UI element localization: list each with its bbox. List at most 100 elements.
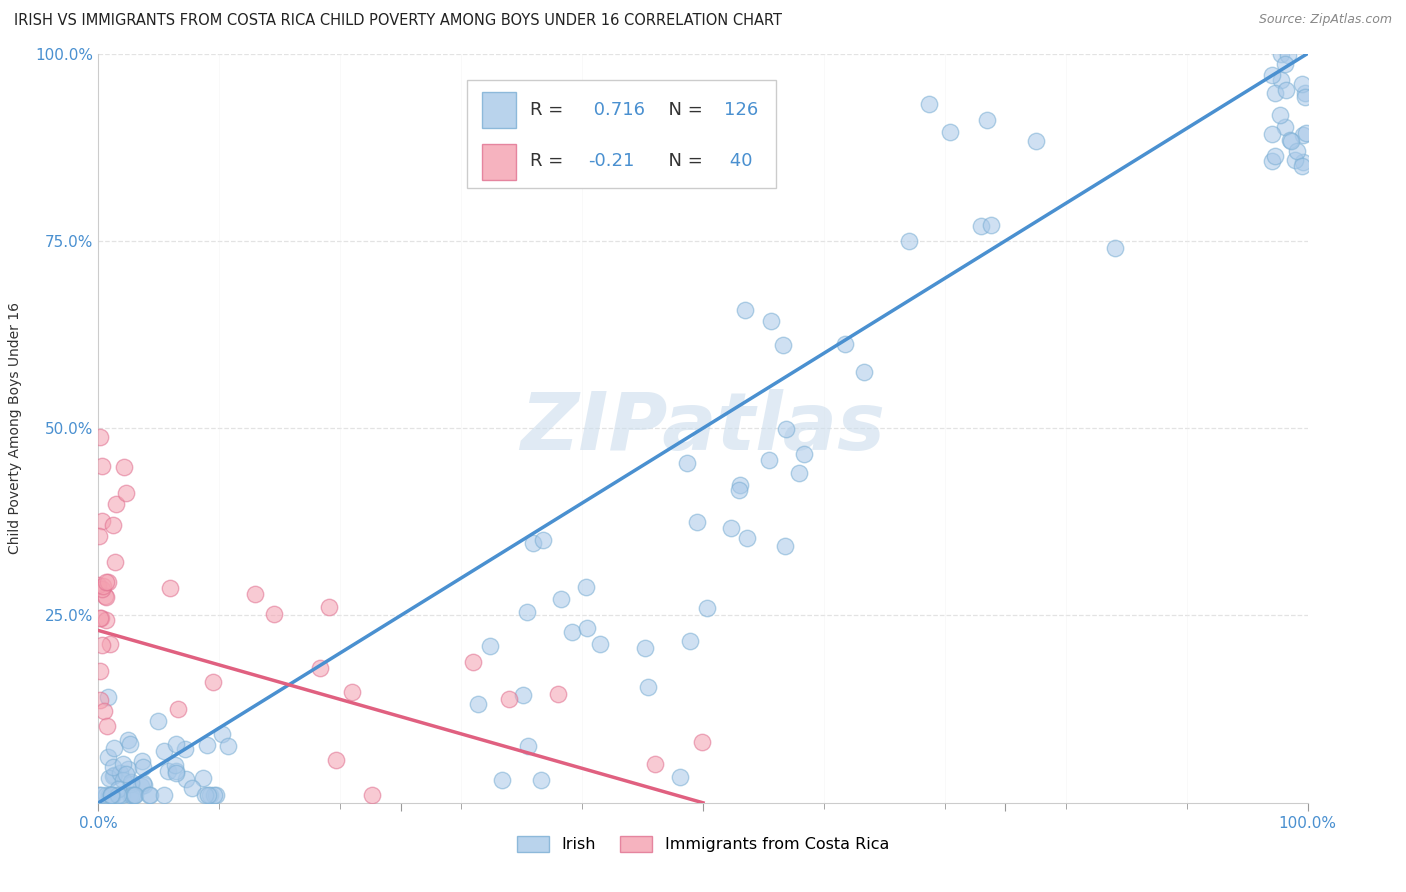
Point: [1291, 77, 1313, 91]
Point: [1270, 73, 1292, 87]
Point: [132, 760, 155, 774]
Point: [110, 789, 132, 803]
Point: [1279, 133, 1302, 147]
Point: [211, 727, 233, 741]
Point: [202, 789, 225, 803]
Point: [759, 314, 782, 328]
Point: [97, 750, 120, 764]
Point: [531, 533, 554, 548]
Point: [550, 591, 572, 606]
Point: [676, 456, 699, 470]
Point: [138, 789, 160, 803]
Point: [561, 624, 583, 639]
Point: [728, 477, 751, 491]
Text: 0.716: 0.716: [588, 101, 645, 120]
Point: [100, 789, 122, 803]
Point: [245, 587, 267, 601]
Point: [111, 772, 134, 787]
Point: [96, 613, 118, 627]
Point: [90, 514, 112, 528]
Point: [165, 764, 187, 779]
Text: Source: ZipAtlas.com: Source: ZipAtlas.com: [1258, 13, 1392, 27]
Point: [156, 764, 179, 779]
Point: [637, 680, 659, 694]
Point: [101, 789, 124, 803]
Bar: [482, 92, 516, 128]
Point: [91, 579, 114, 593]
Point: [787, 466, 810, 480]
Point: [108, 765, 131, 780]
Point: [325, 753, 347, 767]
Point: [104, 555, 127, 569]
Point: [898, 234, 921, 248]
Point: [530, 773, 553, 788]
Point: [90, 582, 112, 596]
Point: [153, 789, 176, 803]
Point: [1264, 149, 1286, 163]
Point: [105, 497, 128, 511]
Point: [737, 531, 759, 545]
Point: [793, 447, 815, 461]
Point: [107, 781, 129, 796]
Point: [122, 789, 145, 803]
Point: [202, 675, 225, 690]
Point: [94, 589, 117, 603]
Point: [1270, 108, 1292, 122]
Point: [100, 789, 122, 803]
Point: [98, 637, 121, 651]
Point: [720, 521, 742, 535]
Point: [191, 771, 214, 785]
Point: [1270, 46, 1292, 61]
Point: [775, 421, 797, 435]
Point: [1264, 86, 1286, 100]
Point: [1274, 120, 1296, 134]
Point: [112, 459, 135, 474]
Point: [547, 687, 569, 701]
Point: [918, 97, 941, 112]
Point: [522, 536, 544, 550]
Point: [1295, 126, 1317, 140]
Point: [198, 789, 221, 803]
Y-axis label: Child Poverty Among Boys Under 16: Child Poverty Among Boys Under 16: [7, 302, 21, 554]
Point: [728, 483, 751, 497]
Point: [734, 303, 756, 318]
Point: [111, 757, 134, 772]
Point: [1104, 241, 1126, 255]
Point: [696, 600, 718, 615]
Point: [101, 518, 124, 533]
Point: [117, 733, 139, 747]
Point: [97, 690, 120, 705]
Point: [101, 769, 124, 783]
Point: [90, 789, 112, 803]
Text: ZIPatlas: ZIPatlas: [520, 389, 886, 467]
Point: [478, 639, 501, 653]
Point: [575, 621, 598, 635]
Point: [165, 737, 187, 751]
Point: [773, 540, 796, 554]
Point: [193, 789, 215, 803]
Point: [131, 754, 153, 768]
Point: [103, 768, 125, 782]
Point: [498, 691, 520, 706]
Point: [1277, 47, 1299, 62]
Point: [1279, 134, 1302, 148]
Point: [89, 611, 111, 625]
Point: [318, 600, 340, 615]
Point: [1025, 134, 1047, 148]
Point: [690, 734, 713, 748]
Point: [644, 757, 666, 772]
Point: [89, 665, 111, 679]
Point: [463, 655, 485, 669]
Point: [101, 789, 124, 803]
Point: [94, 575, 117, 590]
Point: [174, 772, 197, 786]
Point: [1275, 83, 1298, 97]
Point: [91, 459, 114, 474]
Point: [124, 789, 146, 803]
FancyBboxPatch shape: [467, 79, 776, 188]
Point: [678, 634, 700, 648]
Point: [758, 453, 780, 467]
Point: [634, 640, 657, 655]
Point: [101, 760, 124, 774]
Point: [89, 430, 111, 444]
